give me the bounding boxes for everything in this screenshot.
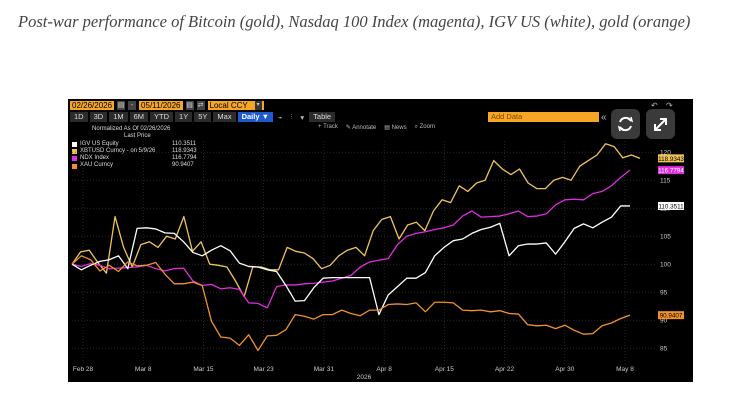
last-price-box [658, 154, 684, 163]
refresh-icon [617, 116, 634, 132]
last-price-label: 90.9407 [660, 313, 683, 320]
legend-last-price-header: Last Price [124, 133, 151, 140]
legend-item[interactable]: NDX Index 116.7794 [72, 155, 197, 162]
expand-button[interactable] [646, 109, 675, 139]
series-line [71, 143, 641, 298]
period-1m-button[interactable]: 1M [109, 112, 128, 122]
period-1y-button[interactable]: 1Y [175, 112, 193, 122]
track-label: Track [323, 124, 338, 130]
last-price-label: 118.9343 [658, 156, 684, 163]
legend-swatch [72, 163, 77, 169]
x-year-label: 2026 [357, 374, 372, 381]
date-range-toolbar: 02/26/2026 ▤ - 05/11/2026 ▤ ⇄ Local CCY ▾ [70, 101, 264, 110]
last-price-label: 116.7794 [658, 168, 684, 175]
calendar-icon[interactable]: ▤ [117, 101, 126, 110]
chart-tools: + Track ✎ Annotate ▤ News ⌕ Zoom [318, 124, 435, 131]
y-tick-label: 90 [660, 318, 668, 325]
news-label: News [391, 125, 407, 131]
legend-item-name: XAU Curncy [80, 162, 114, 169]
line-chart-icon[interactable]: ⌁ [278, 112, 283, 122]
legend-item-name: IGV US Equity [80, 140, 119, 147]
start-date-field[interactable]: 02/26/2026 [70, 101, 115, 110]
annotate-tool[interactable]: ✎ Annotate [345, 125, 377, 131]
period-max-button[interactable]: Max [213, 112, 236, 122]
refresh-button[interactable] [611, 109, 640, 139]
x-tick-label: Apr 8 [376, 366, 392, 373]
legend-swatch [72, 141, 77, 147]
period-3d-button[interactable]: 3D [89, 112, 108, 122]
y-tick-label: 120 [660, 150, 671, 157]
currency-select[interactable]: Local CCY ▾ [207, 101, 264, 110]
x-tick-label: Apr 15 [435, 366, 455, 373]
y-tick-label: 105 [660, 234, 671, 241]
zoom-label: Zoom [419, 124, 435, 130]
legend-item[interactable]: XAU Curncy 90.9407 [72, 162, 197, 169]
frequency-select[interactable]: Daily ▼ [237, 112, 274, 122]
news-tool[interactable]: ▤ News [384, 125, 407, 131]
legend-item-value: 110.3511 [172, 140, 197, 147]
currency-value: Local CCY [209, 101, 248, 110]
y-tick-label: 85 [660, 346, 668, 353]
legend-item[interactable]: XBTUSD Curncy - on 5/9/26 118.9343 [72, 148, 197, 155]
legend-item-name: XBTUSD Curncy - on 5/9/26 [80, 147, 156, 154]
series-line [71, 255, 631, 352]
series-line [71, 169, 631, 309]
period-5y-button[interactable]: 5Y [194, 112, 212, 122]
x-tick-label: Mar 23 [254, 366, 275, 373]
series-line [71, 205, 630, 316]
annotate-label: Annotate [352, 125, 377, 131]
expand-icon [654, 118, 667, 131]
y-tick-label: 100 [660, 262, 671, 269]
swap-icon[interactable]: ⇄ [196, 101, 205, 110]
legend-item-name: NDX Index [80, 155, 110, 162]
x-tick-label: Mar 15 [193, 366, 214, 373]
x-tick-label: May 8 [616, 366, 634, 373]
period-6m-button[interactable]: 6M [129, 112, 149, 122]
zoom-tool[interactable]: ⌕ Zoom [414, 124, 435, 130]
last-price-box [658, 311, 684, 320]
chart-legend: Normalized As Of 02/26/2026 Last Price I… [72, 126, 197, 170]
last-price-box [658, 201, 684, 210]
period-1d-button[interactable]: 1D [70, 112, 88, 122]
period-ytd-button[interactable]: YTD [150, 112, 174, 122]
last-price-label: 110.3511 [658, 203, 684, 210]
legend-item-value: 116.7794 [172, 155, 197, 162]
chevron-down-icon: ▾ [254, 101, 262, 110]
undo-icon[interactable]: ↶ [651, 101, 658, 110]
x-tick-label: Mar 31 [314, 366, 335, 373]
calendar-icon[interactable]: ▤ [185, 101, 194, 110]
x-tick-label: Feb 28 [73, 366, 94, 373]
legend-normalized-header: Normalized As Of 02/26/2026 [92, 126, 171, 132]
last-price-box [658, 166, 684, 175]
candlestick-icon[interactable]: ⫶ [290, 112, 293, 121]
bloomberg-chart-window: 02/26/2026 ▤ - 05/11/2026 ▤ ⇄ Local CCY ▾… [68, 99, 693, 382]
end-date-field[interactable]: 05/11/2026 [139, 101, 183, 110]
legend-item-value: 90.9407 [172, 162, 194, 169]
y-tick-label: 95 [660, 290, 668, 297]
period-toolbar: 1D 3D 1M 6M YTD 1Y 5Y Max Daily ▼ ⌁ ⫶ ▾ … [70, 112, 336, 122]
y-tick-label: 115 [660, 178, 671, 185]
x-tick-label: Apr 22 [495, 366, 515, 373]
x-tick-label: Mar 8 [135, 366, 152, 373]
legend-swatch [72, 149, 77, 155]
figure-caption: Post-war performance of Bitcoin (gold), … [18, 12, 691, 31]
track-tool[interactable]: + Track [318, 124, 338, 130]
x-tick-label: Apr 30 [555, 366, 575, 373]
legend-swatch [72, 156, 77, 162]
legend-item[interactable]: IGV US Equity 110.3511 [72, 141, 197, 148]
table-button[interactable]: Table [309, 112, 336, 122]
redo-icon[interactable]: ↷ [666, 101, 673, 110]
add-data-input[interactable]: Add Data [488, 112, 599, 122]
range-dash-icon: - [128, 101, 137, 110]
legend-item-value: 118.9343 [172, 147, 197, 154]
chevron-down-icon[interactable]: ▾ [300, 112, 305, 122]
double-chevron-left-icon[interactable]: « [601, 112, 607, 123]
